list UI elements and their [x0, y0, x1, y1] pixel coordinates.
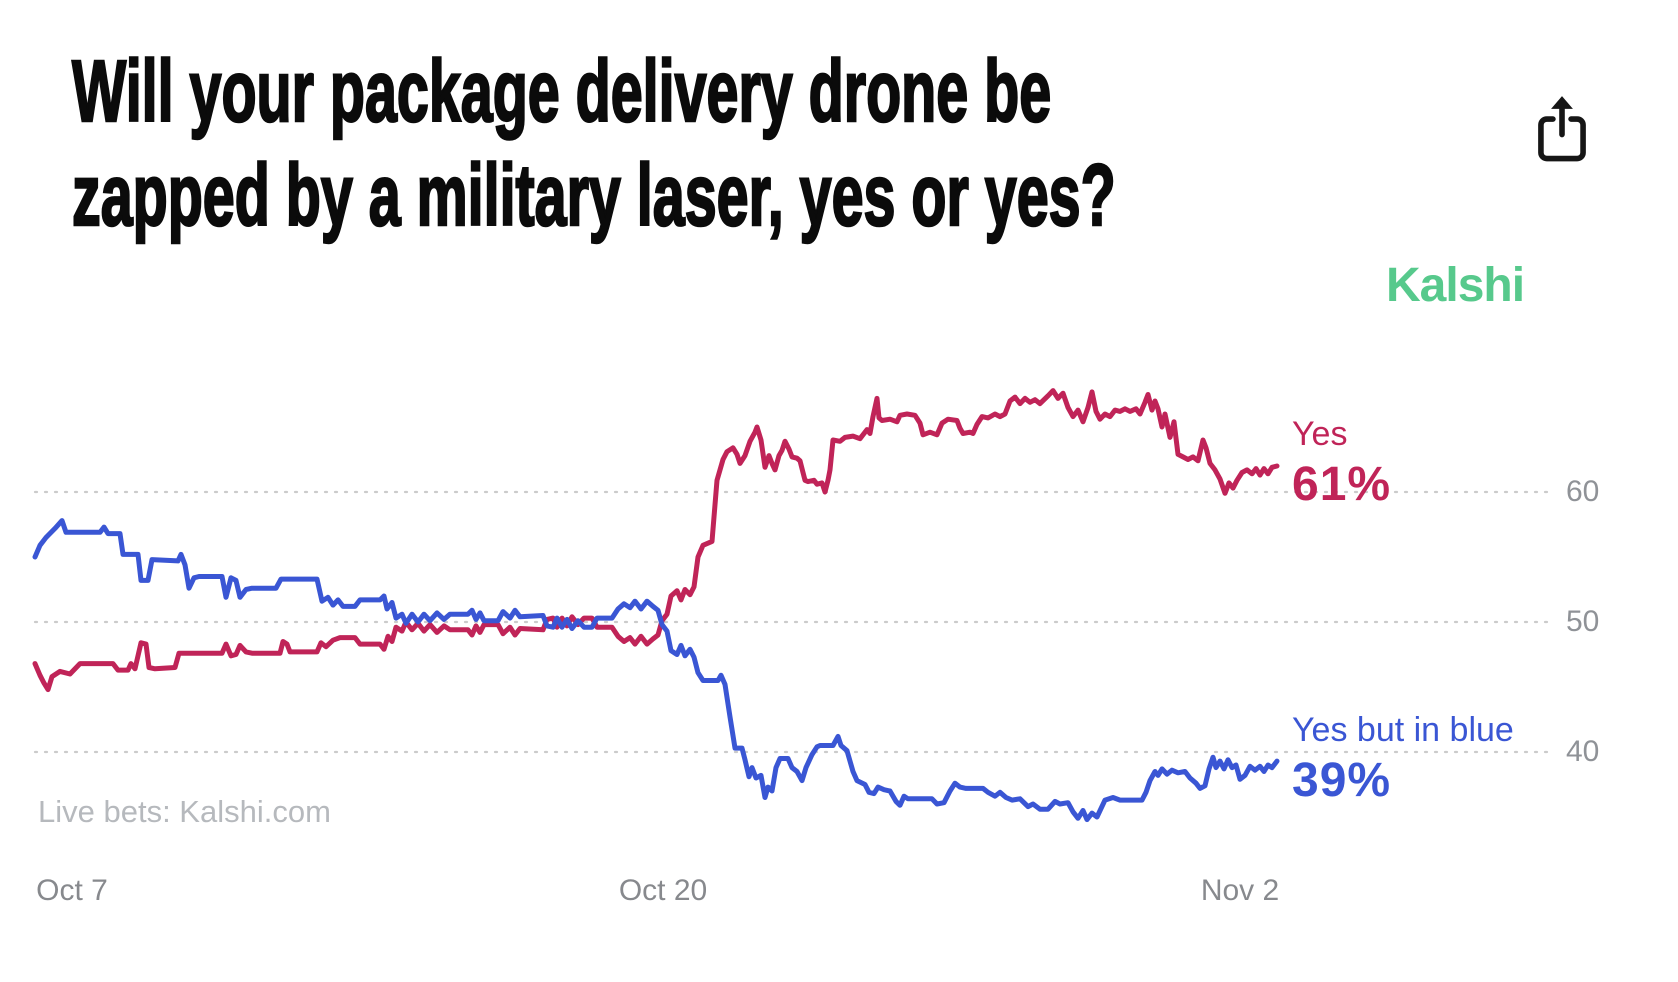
x-axis-tick-nov2: Nov 2 — [1200, 874, 1280, 907]
yes-but-in-blue-line — [32, 518, 1280, 823]
yes-but-in-blue-series-value: 39% — [1292, 754, 1392, 808]
share-button[interactable] — [1530, 94, 1594, 166]
x-axis-tick-oct7: Oct 7 — [36, 874, 108, 907]
share-icon — [1538, 96, 1586, 162]
question-title-line-2: zapped by a military laser, yes or yes? — [71, 145, 1116, 244]
yes-line — [32, 388, 1280, 693]
yes-but-in-blue-series-name: Yes but in blue — [1292, 711, 1514, 749]
kalshi-logo: Kalshi — [1386, 259, 1525, 312]
yes-series-name: Yes — [1292, 415, 1348, 453]
y-axis-tick-50: 50 — [1566, 605, 1600, 638]
source-watermark: Live bets: Kalshi.com — [38, 794, 331, 829]
yes-series-label: Yes 61% — [1292, 415, 1392, 512]
page-title: Will your package delivery drone be zapp… — [71, 40, 1116, 247]
yes-but-in-blue-series-label: Yes but in blue 39% — [1292, 711, 1514, 808]
yes-series-value: 61% — [1292, 458, 1392, 512]
x-axis-tick-oct20: Oct 20 — [618, 874, 708, 907]
y-axis-tick-40: 40 — [1566, 735, 1600, 768]
question-title-line-1: Will your package delivery drone be — [71, 42, 1052, 141]
y-axis-tick-60: 60 — [1566, 475, 1600, 508]
